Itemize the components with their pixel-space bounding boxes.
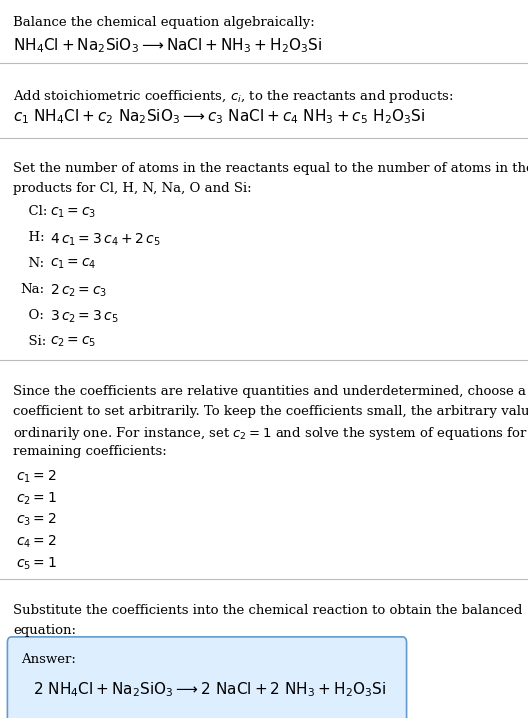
Text: $4\,c_1 = 3\,c_4 + 2\,c_5$: $4\,c_1 = 3\,c_4 + 2\,c_5$: [50, 231, 161, 248]
Text: $3\,c_2 = 3\,c_5$: $3\,c_2 = 3\,c_5$: [50, 309, 119, 325]
Text: $c_1 = c_3$: $c_1 = c_3$: [50, 205, 97, 220]
Text: $c_1 = 2$: $c_1 = 2$: [16, 468, 56, 485]
Text: coefficient to set arbitrarily. To keep the coefficients small, the arbitrary va: coefficient to set arbitrarily. To keep …: [13, 405, 528, 418]
Text: Substitute the coefficients into the chemical reaction to obtain the balanced: Substitute the coefficients into the che…: [13, 604, 523, 617]
Text: $c_4 = 2$: $c_4 = 2$: [16, 534, 56, 551]
Text: products for Cl, H, N, Na, O and Si:: products for Cl, H, N, Na, O and Si:: [13, 182, 252, 195]
Text: O:: O:: [20, 309, 44, 322]
Text: $c_1\ \mathrm{NH_4Cl} + c_2\ \mathrm{Na_2SiO_3} \longrightarrow c_3\ \mathrm{NaC: $c_1\ \mathrm{NH_4Cl} + c_2\ \mathrm{Na_…: [13, 108, 426, 126]
Text: N:: N:: [20, 257, 44, 270]
Text: $2\,c_2 = c_3$: $2\,c_2 = c_3$: [50, 283, 108, 299]
Text: Na:: Na:: [20, 283, 44, 296]
Text: Cl:: Cl:: [20, 205, 48, 218]
Text: remaining coefficients:: remaining coefficients:: [13, 445, 167, 458]
Text: Add stoichiometric coefficients, $c_i$, to the reactants and products:: Add stoichiometric coefficients, $c_i$, …: [13, 88, 454, 105]
Text: Set the number of atoms in the reactants equal to the number of atoms in the: Set the number of atoms in the reactants…: [13, 162, 528, 175]
Text: $c_2 = 1$: $c_2 = 1$: [16, 490, 56, 506]
Text: Si:: Si:: [20, 335, 46, 348]
Text: H:: H:: [20, 231, 45, 244]
Text: $\mathrm{NH_4Cl + Na_2SiO_3 \longrightarrow NaCl + NH_3 + H_2O_3Si}$: $\mathrm{NH_4Cl + Na_2SiO_3 \longrightar…: [13, 36, 323, 55]
Text: $c_1 = c_4$: $c_1 = c_4$: [50, 257, 97, 271]
Text: Balance the chemical equation algebraically:: Balance the chemical equation algebraica…: [13, 16, 315, 29]
Text: $c_2 = c_5$: $c_2 = c_5$: [50, 335, 97, 349]
Text: Since the coefficients are relative quantities and underdetermined, choose a: Since the coefficients are relative quan…: [13, 385, 526, 398]
Text: $c_5 = 1$: $c_5 = 1$: [16, 556, 56, 572]
Text: $2\ \mathrm{NH_4Cl + Na_2SiO_3} \longrightarrow 2\ \mathrm{NaCl + 2\ NH_3 + H_2O: $2\ \mathrm{NH_4Cl + Na_2SiO_3} \longrig…: [33, 680, 386, 699]
Text: equation:: equation:: [13, 624, 76, 637]
Text: Answer:: Answer:: [21, 653, 76, 666]
Text: $c_3 = 2$: $c_3 = 2$: [16, 512, 56, 528]
Text: ordinarily one. For instance, set $c_2 = 1$ and solve the system of equations fo: ordinarily one. For instance, set $c_2 =…: [13, 425, 528, 442]
FancyBboxPatch shape: [7, 637, 407, 718]
